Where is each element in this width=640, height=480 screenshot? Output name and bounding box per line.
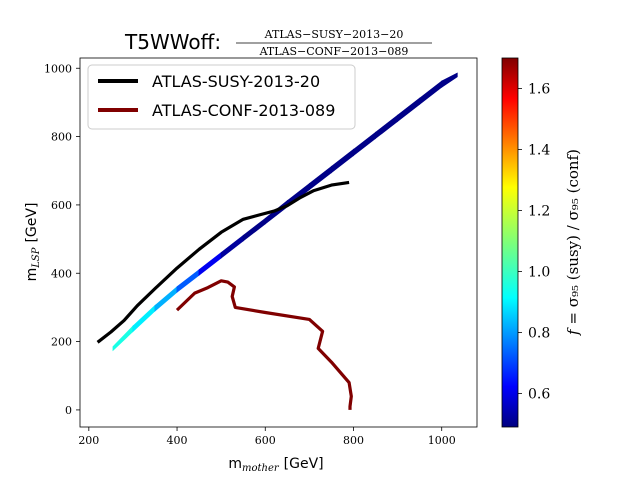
colorbar-label-prefix: f =: [564, 307, 582, 336]
legend-label-susy: ATLAS-SUSY-2013-20: [152, 72, 320, 91]
y-tick-label: 1000: [44, 62, 72, 75]
series-line-susy: [96, 180, 350, 344]
y-tick-label: 200: [51, 336, 72, 349]
x-axis-ticks: 200 400 600 800 1000: [78, 427, 456, 447]
y-axis-label-unit: [GeV]: [24, 203, 40, 243]
heat-band-segment: [441, 72, 458, 88]
x-axis-label-sub: mother: [242, 463, 280, 474]
legend-label-conf: ATLAS-CONF-2013-089: [152, 101, 335, 120]
x-tick-label: 1000: [428, 434, 456, 447]
y-tick-label: 800: [51, 131, 72, 144]
legend: ATLAS-SUSY-2013-20 ATLAS-CONF-2013-089: [87, 64, 356, 130]
x-axis-label-main: m: [228, 456, 242, 472]
x-axis-label-unit: [GeV]: [284, 456, 324, 472]
colorbar-label: f = σ₉₅ (susy) / σ₉₅ (conf): [564, 149, 582, 336]
chart-title-denominator: ATLAS−CONF−2013−089: [259, 45, 409, 58]
plot-frame: [79, 57, 478, 428]
colorbar-label-body: σ₉₅ (susy) / σ₉₅ (conf): [564, 149, 582, 307]
colorbar: 0.6 0.8 1.0 1.2 1.4 1.6 f = σ₉₅ (susy) / σ₉₅ …: [501, 57, 582, 428]
y-axis-label: mLSP [GeV]: [24, 203, 42, 282]
x-tick-label: 600: [255, 434, 276, 447]
x-axis-label: mmother [GeV]: [228, 456, 323, 474]
y-tick-label: 0: [65, 404, 72, 417]
y-tick-label: 600: [51, 199, 72, 212]
chart-title-prefix: T5WWoff:: [124, 30, 221, 54]
colorbar-gradient: [502, 58, 518, 427]
colorbar-tick-label: 0.6: [528, 386, 550, 402]
x-tick-label: 400: [167, 434, 188, 447]
colorbar-tick-label: 1.6: [528, 81, 550, 97]
series-lines: [96, 180, 353, 410]
colorbar-tick-label: 1.0: [528, 264, 550, 280]
colorbar-tick-label: 0.8: [528, 325, 550, 341]
colorbar-frame: [501, 57, 519, 428]
legend-box: [87, 64, 356, 130]
series-line-conf: [175, 279, 353, 410]
chart-title-numerator: ATLAS−SUSY−2013−20: [264, 28, 404, 41]
colorbar-tick-label: 1.4: [528, 142, 550, 158]
y-axis-label-main: m: [24, 268, 40, 282]
heat-band: [112, 72, 458, 352]
x-tick-label: 200: [78, 434, 99, 447]
colorbar-ticks: 0.6 0.8 1.0 1.2 1.4 1.6: [518, 81, 550, 402]
colorbar-tick-label: 1.2: [528, 203, 550, 219]
y-axis-label-sub: LSP: [31, 247, 42, 268]
y-tick-label: 400: [51, 267, 72, 280]
y-axis-ticks: 0 200 400 600 800 1000: [44, 62, 80, 417]
x-tick-label: 800: [343, 434, 364, 447]
